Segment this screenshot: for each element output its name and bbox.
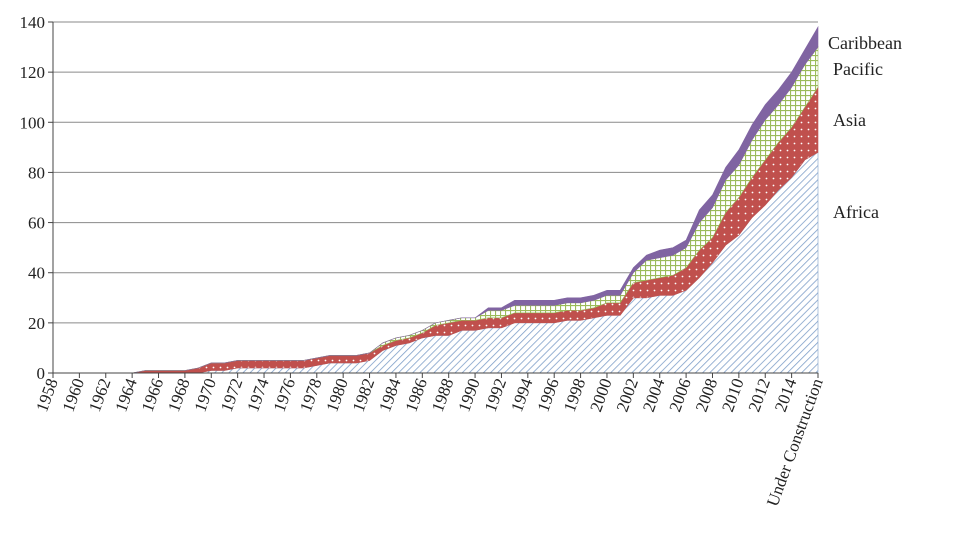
x-tick-label-2000: 2000 [586, 376, 615, 414]
gridlines [53, 21, 818, 324]
x-tick-label-1972: 1972 [217, 376, 246, 414]
y-tick-label-120: 120 [20, 63, 46, 82]
x-tick-label-1996: 1996 [533, 376, 562, 414]
x-tick-label-1968: 1968 [164, 376, 193, 414]
x-tick-label-1982: 1982 [349, 376, 378, 414]
x-tick-label-1980: 1980 [322, 376, 351, 414]
x-tick-label-2006: 2006 [665, 376, 694, 414]
x-tick-label-1974: 1974 [243, 375, 273, 414]
y-tick-label-100: 100 [20, 113, 46, 132]
x-tick-label-2010: 2010 [718, 376, 747, 414]
x-tick-label-1990: 1990 [454, 376, 483, 414]
x-tick-label-1992: 1992 [481, 376, 510, 414]
y-tick-label-80: 80 [28, 163, 45, 182]
y-axis-ticks: 0 20 40 60 80 100 120 140 [20, 13, 53, 383]
x-tick-label-1966: 1966 [138, 376, 167, 414]
y-tick-label-40: 40 [28, 264, 45, 283]
x-tick-label-2002: 2002 [613, 376, 642, 414]
legend-label-pacific: Pacific [833, 59, 883, 79]
x-tick-label-1998: 1998 [560, 376, 589, 414]
y-tick-label-60: 60 [28, 214, 45, 233]
legend-label-caribbean: Caribbean [828, 33, 902, 53]
x-tick-label-1976: 1976 [270, 376, 299, 414]
x-tick-label-1988: 1988 [428, 376, 457, 414]
x-tick-label-1994: 1994 [507, 375, 537, 414]
legend-label-africa: Africa [833, 202, 879, 222]
x-tick-label-1970: 1970 [191, 376, 220, 414]
x-tick-label-2012: 2012 [745, 376, 774, 414]
x-tick-label-2008: 2008 [692, 376, 721, 414]
x-tick-label-1962: 1962 [85, 376, 114, 414]
y-tick-label-20: 20 [28, 314, 45, 333]
legend: Africa Asia Pacific Caribbean [828, 33, 902, 222]
y-tick-label-0: 0 [37, 364, 46, 383]
x-tick-label-1984: 1984 [375, 375, 405, 414]
legend-label-asia: Asia [833, 110, 866, 130]
x-tick-label-1978: 1978 [296, 376, 325, 414]
x-tick-label-1960: 1960 [59, 376, 88, 414]
area-layers [53, 25, 819, 374]
axes [52, 22, 818, 374]
x-tick-label-1986: 1986 [402, 376, 431, 414]
x-tick-label-2004: 2004 [639, 375, 669, 414]
y-tick-label-140: 140 [20, 13, 46, 32]
x-axis-ticks: 1958196019621964196619681970197219741976… [32, 373, 827, 509]
x-tick-label-1964: 1964 [111, 375, 141, 414]
area-caribbean [53, 25, 819, 374]
